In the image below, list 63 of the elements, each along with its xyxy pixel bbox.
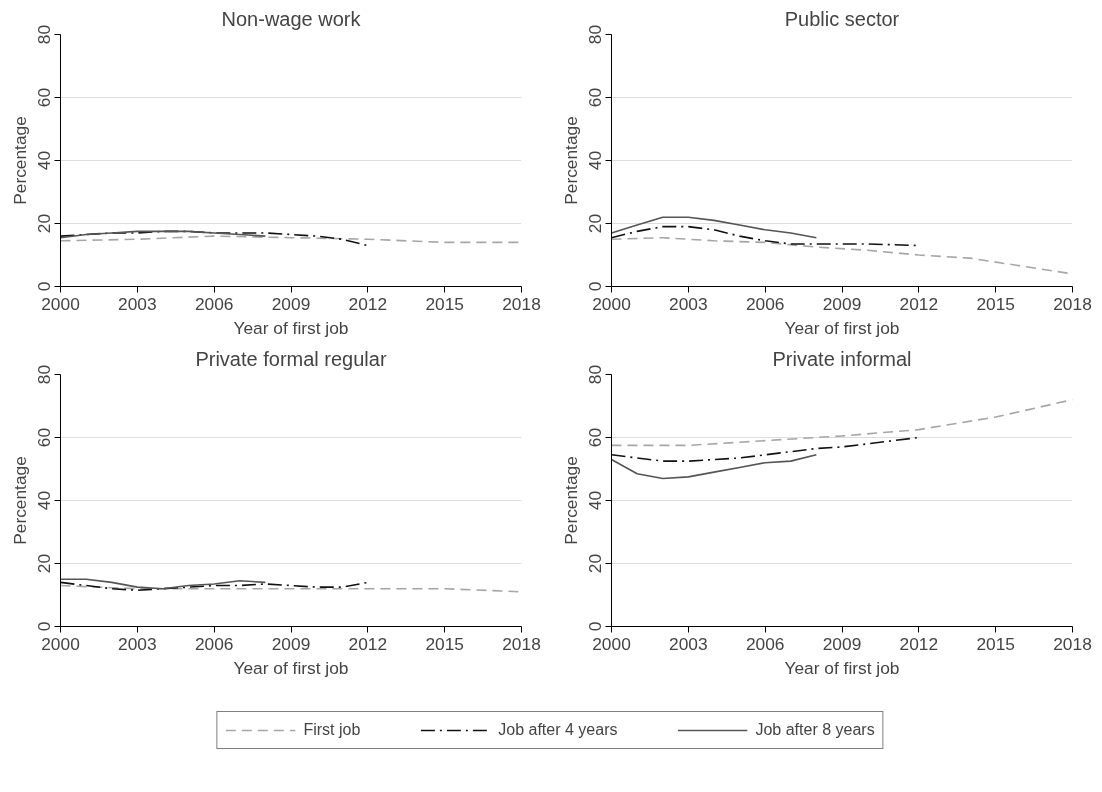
y-axis-title: Percentage (9, 116, 30, 205)
x-tick-label: 2006 (745, 633, 785, 654)
y-axis-title: Percentage (560, 116, 581, 205)
y-tick-label: 20 (584, 553, 605, 574)
x-tick-label: 2009 (822, 293, 862, 314)
legend-label: Job after 4 years (498, 721, 618, 739)
y-tick-label: 20 (33, 213, 54, 234)
x-tick-label: 2003 (118, 633, 157, 654)
x-tick-label: 2003 (118, 293, 157, 314)
y-tick-label: 0 (33, 281, 54, 292)
x-tick-label: 2018 (1053, 633, 1092, 654)
x-tick-label: 2003 (669, 293, 708, 314)
x-tick-label: 2015 (976, 633, 1015, 654)
y-tick-label: 80 (33, 364, 54, 385)
y-tick-label: 20 (584, 213, 605, 234)
chart-title: Public sector (784, 7, 900, 30)
y-tick-label: 60 (33, 87, 54, 108)
x-tick-label: 2015 (425, 293, 464, 314)
x-tick-label: 2015 (425, 633, 464, 654)
y-tick-label: 40 (33, 150, 54, 171)
chart-title: Private informal (772, 347, 912, 370)
x-axis-title: Year of first job (233, 657, 349, 678)
x-tick-label: 2009 (822, 633, 862, 654)
y-tick-label: 60 (33, 427, 54, 448)
y-tick-label: 0 (584, 281, 605, 292)
x-tick-label: 2018 (502, 293, 541, 314)
x-tick-label: 2000 (592, 633, 631, 654)
x-tick-label: 2012 (348, 293, 388, 314)
y-tick-label: 40 (584, 490, 605, 511)
legend-label: Job after 8 years (755, 721, 875, 739)
x-tick-label: 2000 (41, 293, 80, 314)
x-tick-label: 2006 (194, 633, 234, 654)
x-tick-label: 2012 (899, 293, 939, 314)
x-tick-label: 2018 (1053, 293, 1092, 314)
x-tick-label: 2003 (669, 633, 708, 654)
x-tick-label: 2006 (745, 293, 785, 314)
y-axis-title: Percentage (560, 456, 581, 545)
y-axis-title: Percentage (9, 456, 30, 545)
y-tick-label: 0 (584, 621, 605, 632)
legend-label: First job (303, 721, 361, 739)
x-tick-label: 2000 (41, 633, 80, 654)
y-tick-label: 80 (33, 24, 54, 45)
y-tick-label: 80 (584, 24, 605, 45)
x-axis-title: Year of first job (233, 317, 349, 338)
x-tick-label: 2018 (502, 633, 541, 654)
x-tick-label: 2009 (271, 633, 311, 654)
x-tick-label: 2015 (976, 293, 1015, 314)
y-tick-label: 80 (584, 364, 605, 385)
y-tick-label: 20 (33, 553, 54, 574)
x-tick-label: 2000 (592, 293, 631, 314)
x-tick-label: 2012 (899, 633, 939, 654)
y-tick-label: 0 (33, 621, 54, 632)
x-axis-title: Year of first job (784, 317, 900, 338)
chart-title: Non-wage work (221, 7, 362, 30)
x-tick-label: 2006 (194, 293, 234, 314)
y-tick-label: 60 (584, 427, 605, 448)
x-tick-label: 2012 (348, 633, 388, 654)
y-tick-label: 60 (584, 87, 605, 108)
y-tick-label: 40 (584, 150, 605, 171)
x-tick-label: 2009 (271, 293, 311, 314)
y-tick-label: 40 (33, 490, 54, 511)
x-axis-title: Year of first job (784, 657, 900, 678)
chart-title: Private formal regular (195, 347, 387, 370)
